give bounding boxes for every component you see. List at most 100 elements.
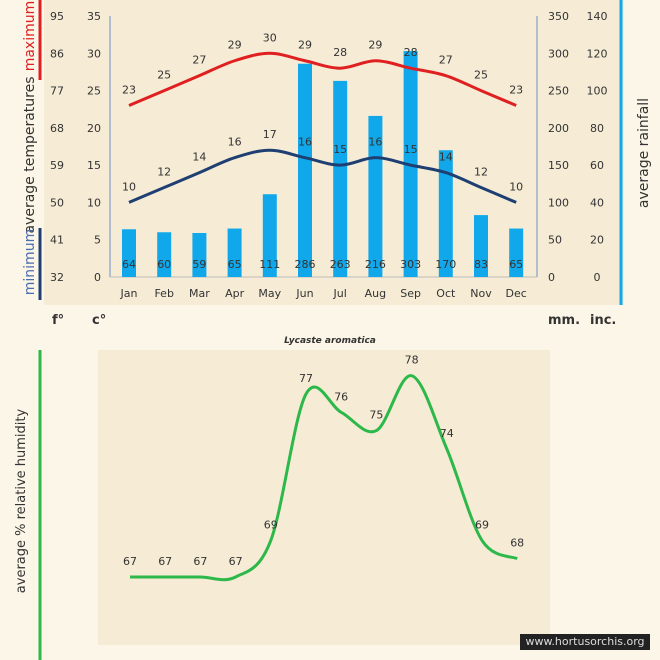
humidity-value-label: 67 xyxy=(158,555,172,568)
inch-tick: 80 xyxy=(590,122,604,135)
unit-fahrenheit: f° xyxy=(52,313,65,328)
humidity-value-label: 68 xyxy=(510,537,524,550)
inch-tick: 140 xyxy=(587,10,608,23)
month-tick: Oct xyxy=(436,287,456,300)
mm-tick: 300 xyxy=(548,47,569,60)
month-tick: Dec xyxy=(506,287,527,300)
fahrenheit-tick: 50 xyxy=(50,196,64,209)
month-tick: Sep xyxy=(400,287,421,300)
month-tick: Aug xyxy=(365,287,386,300)
maximum-value-label: 25 xyxy=(157,69,171,82)
maximum-value-label: 23 xyxy=(122,83,136,96)
rainfall-bar xyxy=(438,150,453,277)
rainfall-bar xyxy=(122,229,136,277)
maximum-value-label: 28 xyxy=(333,46,347,59)
minimum-value-label: 15 xyxy=(404,143,418,156)
average-rainfall-label: average rainfall xyxy=(636,97,652,209)
minimum-value-label: 12 xyxy=(474,166,488,179)
rainfall-bar xyxy=(262,194,277,277)
humidity-value-label: 67 xyxy=(229,555,243,568)
maximum-temperature-line xyxy=(128,51,517,107)
humidity-value-label: 67 xyxy=(193,555,207,568)
rainfall-bar xyxy=(368,115,383,277)
humidity-line xyxy=(130,374,518,582)
maximum-value-label: 27 xyxy=(439,54,453,67)
celsius-tick: 5 xyxy=(94,234,101,247)
minimum-temperature-line xyxy=(128,148,517,204)
minimum-label: minimum xyxy=(22,228,38,296)
rainfall-bar xyxy=(509,228,524,277)
month-tick: Feb xyxy=(154,287,173,300)
rainfall-value-label: 111 xyxy=(259,258,280,271)
maximum-value-label: 25 xyxy=(474,69,488,82)
rainfall-value-label: 59 xyxy=(192,258,206,271)
mm-tick: 150 xyxy=(548,159,569,172)
fahrenheit-tick: 41 xyxy=(50,234,64,247)
fahrenheit-tick: 59 xyxy=(50,159,64,172)
humidity-value-label: 76 xyxy=(334,390,348,403)
minimum-value-label: 12 xyxy=(157,166,171,179)
fahrenheit-tick: 95 xyxy=(50,10,64,23)
rainfall-value-label: 286 xyxy=(295,258,316,271)
maximum-value-label: 27 xyxy=(192,54,206,67)
maximum-value-label: 29 xyxy=(368,39,382,52)
minimum-value-label: 10 xyxy=(509,180,523,193)
celsius-tick: 25 xyxy=(87,85,101,98)
rainfall-bar xyxy=(474,215,488,277)
unit-mm: mm. xyxy=(548,313,581,328)
rainfall-value-label: 64 xyxy=(122,258,136,271)
humidity-axis-label: average % relative humidity xyxy=(14,408,29,594)
minimum-value-label: 15 xyxy=(333,143,347,156)
humidity-value-label: 67 xyxy=(123,555,137,568)
inch-tick: 20 xyxy=(590,234,604,247)
inch-tick: 0 xyxy=(594,271,601,284)
fahrenheit-tick: 68 xyxy=(50,122,64,135)
celsius-tick: 30 xyxy=(87,47,101,60)
rainfall-bar xyxy=(333,80,348,278)
maximum-value-label: 29 xyxy=(228,39,242,52)
watermark: www.hortusorchis.org xyxy=(520,634,650,650)
maximum-value-label: 29 xyxy=(298,39,312,52)
mm-tick: 50 xyxy=(548,234,562,247)
rainfall-value-label: 83 xyxy=(474,258,488,271)
celsius-tick: 0 xyxy=(94,271,101,284)
month-tick: Jan xyxy=(120,287,138,300)
minimum-value-label: 10 xyxy=(122,180,136,193)
fahrenheit-tick: 86 xyxy=(50,47,64,60)
humidity-panel xyxy=(98,350,550,645)
inch-tick: 100 xyxy=(587,85,608,98)
humidity-value-label: 69 xyxy=(475,518,489,531)
mm-tick: 0 xyxy=(548,271,555,284)
humidity-value-label: 78 xyxy=(405,354,419,367)
fahrenheit-tick: 77 xyxy=(50,85,64,98)
month-tick: Apr xyxy=(225,287,245,300)
rainfall-value-label: 263 xyxy=(330,258,351,271)
rainfall-value-label: 65 xyxy=(509,258,523,271)
rainfall-value-label: 216 xyxy=(365,258,386,271)
maximum-value-label: 23 xyxy=(509,83,523,96)
maximum-value-label: 28 xyxy=(404,46,418,59)
celsius-tick: 10 xyxy=(87,196,101,209)
rainfall-value-label: 65 xyxy=(228,258,242,271)
humidity-value-label: 74 xyxy=(440,427,454,440)
maximum-value-label: 30 xyxy=(263,31,277,44)
mm-tick: 200 xyxy=(548,122,569,135)
humidity-value-label: 69 xyxy=(264,518,278,531)
rainfall-value-label: 170 xyxy=(435,258,456,271)
minimum-value-label: 16 xyxy=(368,136,382,149)
rainfall-bar xyxy=(192,233,207,277)
rainfall-bar xyxy=(298,63,312,278)
month-tick: Jul xyxy=(333,287,347,300)
rainfall-bar xyxy=(227,228,242,277)
celsius-tick: 15 xyxy=(87,159,101,172)
celsius-tick: 35 xyxy=(87,10,101,23)
minimum-value-label: 16 xyxy=(228,136,242,149)
minimum-value-label: 16 xyxy=(298,136,312,149)
unit-inches: inc. xyxy=(590,313,617,328)
fahrenheit-tick: 32 xyxy=(50,271,64,284)
month-tick: May xyxy=(258,287,281,300)
humidity-value-label: 75 xyxy=(369,409,383,422)
rainfall-value-label: 60 xyxy=(157,258,171,271)
